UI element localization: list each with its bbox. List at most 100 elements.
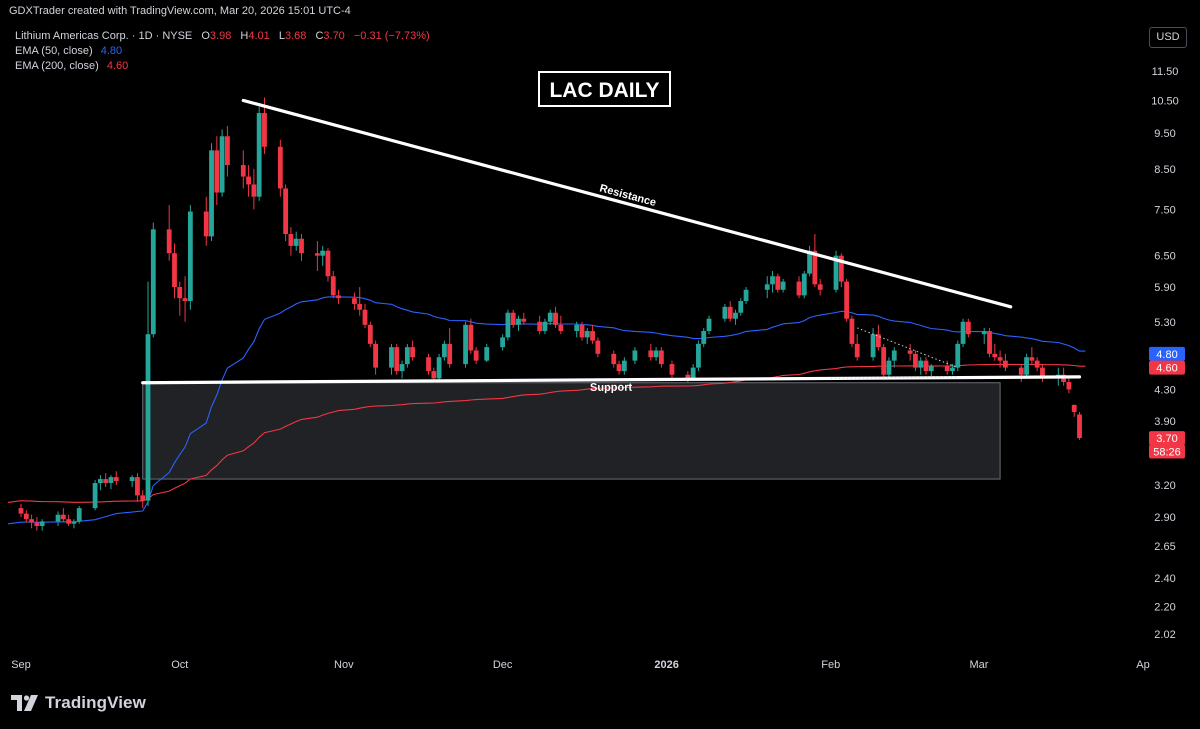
candle-body [426, 357, 431, 372]
candle-body [632, 350, 638, 361]
candle [997, 350, 1003, 368]
candle-body [314, 253, 320, 256]
candle [39, 519, 45, 531]
symbol-label[interactable]: Lithium Americas Corp. · 1D · NYSE [15, 30, 193, 42]
candle-body [209, 150, 214, 237]
candle [621, 357, 627, 375]
candle-body [92, 483, 98, 509]
currency-button[interactable]: USD [1149, 27, 1187, 48]
candle [669, 360, 675, 379]
ema50-value: 4.80 [100, 45, 123, 57]
candle-body [1029, 357, 1035, 361]
candle-body [468, 324, 474, 351]
candle-body [505, 312, 511, 338]
candle [145, 281, 151, 506]
candle [907, 343, 913, 361]
candle-body [39, 521, 45, 526]
candle [389, 343, 394, 375]
candle [103, 473, 109, 488]
y-tick-label: 8.50 [1154, 164, 1175, 176]
candle-body [129, 477, 135, 482]
candle-body [944, 366, 950, 372]
candle [574, 321, 580, 338]
candle-body [960, 321, 966, 344]
candle [362, 303, 368, 328]
price-label-text: 58:26 [1153, 446, 1181, 458]
candle [727, 301, 733, 322]
candle-body [373, 343, 378, 368]
open-value: 3.98 [209, 30, 232, 42]
candle-body [690, 367, 696, 379]
candle [187, 205, 193, 310]
y-tick-label: 11.50 [1152, 66, 1179, 78]
tradingview-wordmark: TradingView [45, 693, 146, 712]
candle [1018, 364, 1024, 382]
price-label: 3.70 [1149, 431, 1185, 446]
candle [1029, 347, 1035, 365]
chart-background-layer [142, 382, 1001, 480]
candle [547, 309, 553, 325]
candle [463, 321, 468, 368]
high-value: 4.01 [248, 30, 270, 42]
candle-body [336, 295, 341, 299]
candle-body [441, 343, 447, 358]
support-label: Support [590, 382, 633, 394]
candle [516, 315, 521, 332]
candle-body [140, 495, 146, 501]
candle [632, 347, 638, 365]
candle [733, 309, 738, 325]
candle [140, 490, 146, 509]
candle-body [410, 347, 416, 358]
candle [108, 475, 114, 490]
price-label: 4.80 [1149, 346, 1185, 361]
ema50-legend[interactable]: EMA (50, close) 4.80 [15, 45, 122, 57]
candle-body [463, 324, 468, 365]
candle-body [775, 276, 781, 290]
candle-body [108, 477, 114, 484]
candle [770, 270, 775, 293]
candle-body [357, 303, 363, 310]
candle-body [1040, 367, 1045, 379]
candle-body [150, 229, 156, 335]
candle [484, 343, 490, 363]
candle-body [394, 347, 400, 372]
candle [394, 343, 400, 375]
y-tick-label: 3.90 [1154, 416, 1175, 428]
candle [944, 360, 950, 375]
candle-body [796, 281, 802, 296]
candle-body [875, 334, 881, 348]
candle [177, 281, 183, 316]
candle [219, 129, 225, 197]
candle-body [669, 364, 675, 375]
candle-body [29, 519, 34, 523]
resistance-trendline [241, 98, 1013, 309]
y-tick-label: 5.30 [1154, 317, 1175, 329]
candle [71, 519, 77, 529]
candle-body [558, 324, 564, 332]
candle [738, 298, 744, 316]
candle-body [854, 343, 860, 358]
candle [246, 165, 251, 197]
candle-body [214, 150, 220, 193]
candle-body [886, 360, 892, 375]
candle [1040, 364, 1045, 382]
candle-body [55, 514, 61, 522]
candle-body [404, 347, 410, 365]
candle-body [60, 514, 66, 520]
candle [352, 292, 357, 310]
candle [468, 318, 474, 354]
candle-body [770, 276, 775, 285]
tradingview-logo[interactable]: TradingView [11, 692, 146, 714]
candle-body [807, 250, 812, 274]
candle [441, 340, 447, 361]
candle [886, 357, 892, 379]
candle [701, 327, 707, 348]
candle-body [23, 513, 29, 520]
ema200-legend[interactable]: EMA (200, close) 4.60 [15, 60, 128, 72]
x-tick-label: Nov [334, 659, 354, 671]
candle-body [34, 522, 40, 526]
candle-body [113, 477, 119, 482]
y-tick-label: 2.20 [1154, 601, 1175, 613]
candle-body [251, 184, 257, 197]
